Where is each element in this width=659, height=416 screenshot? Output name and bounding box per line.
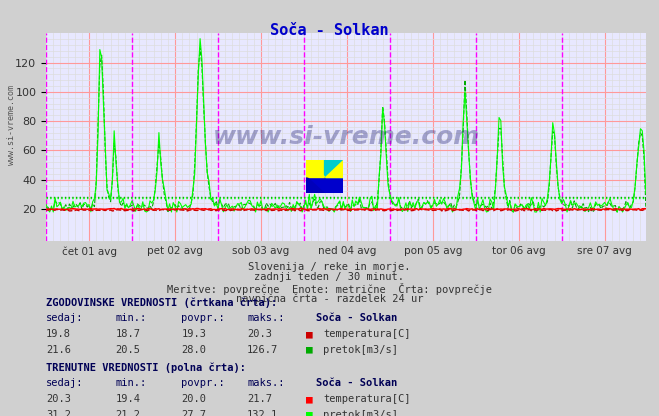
- Text: zadnji teden / 30 minut.: zadnji teden / 30 minut.: [254, 272, 405, 282]
- Polygon shape: [325, 160, 343, 177]
- Text: 21.2: 21.2: [115, 410, 140, 416]
- Text: navpična črta - razdelek 24 ur: navpična črta - razdelek 24 ur: [236, 293, 423, 304]
- Text: 20.5: 20.5: [115, 345, 140, 355]
- Text: 20.0: 20.0: [181, 394, 206, 404]
- Text: povpr.:: povpr.:: [181, 313, 225, 323]
- Text: 28.0: 28.0: [181, 345, 206, 355]
- Text: Meritve: povprečne  Enote: metrične  Črta: povprečje: Meritve: povprečne Enote: metrične Črta:…: [167, 283, 492, 295]
- Text: 31.2: 31.2: [46, 410, 71, 416]
- Bar: [306, 160, 325, 193]
- Text: TRENUTNE VREDNOSTI (polna črta):: TRENUTNE VREDNOSTI (polna črta):: [46, 362, 246, 373]
- Text: 126.7: 126.7: [247, 345, 278, 355]
- Text: temperatura[C]: temperatura[C]: [323, 394, 411, 404]
- Text: 21.6: 21.6: [46, 345, 71, 355]
- Text: min.:: min.:: [115, 313, 146, 323]
- Polygon shape: [306, 160, 325, 177]
- Text: Soča - Solkan: Soča - Solkan: [270, 23, 389, 38]
- Text: pretok[m3/s]: pretok[m3/s]: [323, 345, 398, 355]
- Text: ZGODOVINSKE VREDNOSTI (črtkana črta):: ZGODOVINSKE VREDNOSTI (črtkana črta):: [46, 297, 277, 308]
- Text: 132.1: 132.1: [247, 410, 278, 416]
- Text: 20.3: 20.3: [46, 394, 71, 404]
- Text: Soča - Solkan: Soča - Solkan: [316, 378, 397, 388]
- Text: ■: ■: [306, 394, 313, 404]
- Bar: [325, 177, 343, 193]
- Text: sedaj:: sedaj:: [46, 313, 84, 323]
- Text: 18.7: 18.7: [115, 329, 140, 339]
- Text: temperatura[C]: temperatura[C]: [323, 329, 411, 339]
- Text: min.:: min.:: [115, 378, 146, 388]
- Bar: [306, 160, 325, 177]
- Text: pretok[m3/s]: pretok[m3/s]: [323, 410, 398, 416]
- Text: povpr.:: povpr.:: [181, 378, 225, 388]
- Text: www.si-vreme.com: www.si-vreme.com: [7, 85, 16, 165]
- Text: 27.7: 27.7: [181, 410, 206, 416]
- Polygon shape: [306, 177, 325, 193]
- Text: 21.7: 21.7: [247, 394, 272, 404]
- Text: 19.8: 19.8: [46, 329, 71, 339]
- Polygon shape: [325, 160, 343, 177]
- Text: Slovenija / reke in morje.: Slovenija / reke in morje.: [248, 262, 411, 272]
- Bar: [325, 160, 343, 177]
- Text: sedaj:: sedaj:: [46, 378, 84, 388]
- Text: www.si-vreme.com: www.si-vreme.com: [212, 125, 480, 149]
- Text: ■: ■: [306, 329, 313, 339]
- Text: 20.3: 20.3: [247, 329, 272, 339]
- Text: maks.:: maks.:: [247, 378, 285, 388]
- Text: ■: ■: [306, 410, 313, 416]
- Text: 19.3: 19.3: [181, 329, 206, 339]
- Text: maks.:: maks.:: [247, 313, 285, 323]
- Text: Soča - Solkan: Soča - Solkan: [316, 313, 397, 323]
- Text: 19.4: 19.4: [115, 394, 140, 404]
- Text: ■: ■: [306, 345, 313, 355]
